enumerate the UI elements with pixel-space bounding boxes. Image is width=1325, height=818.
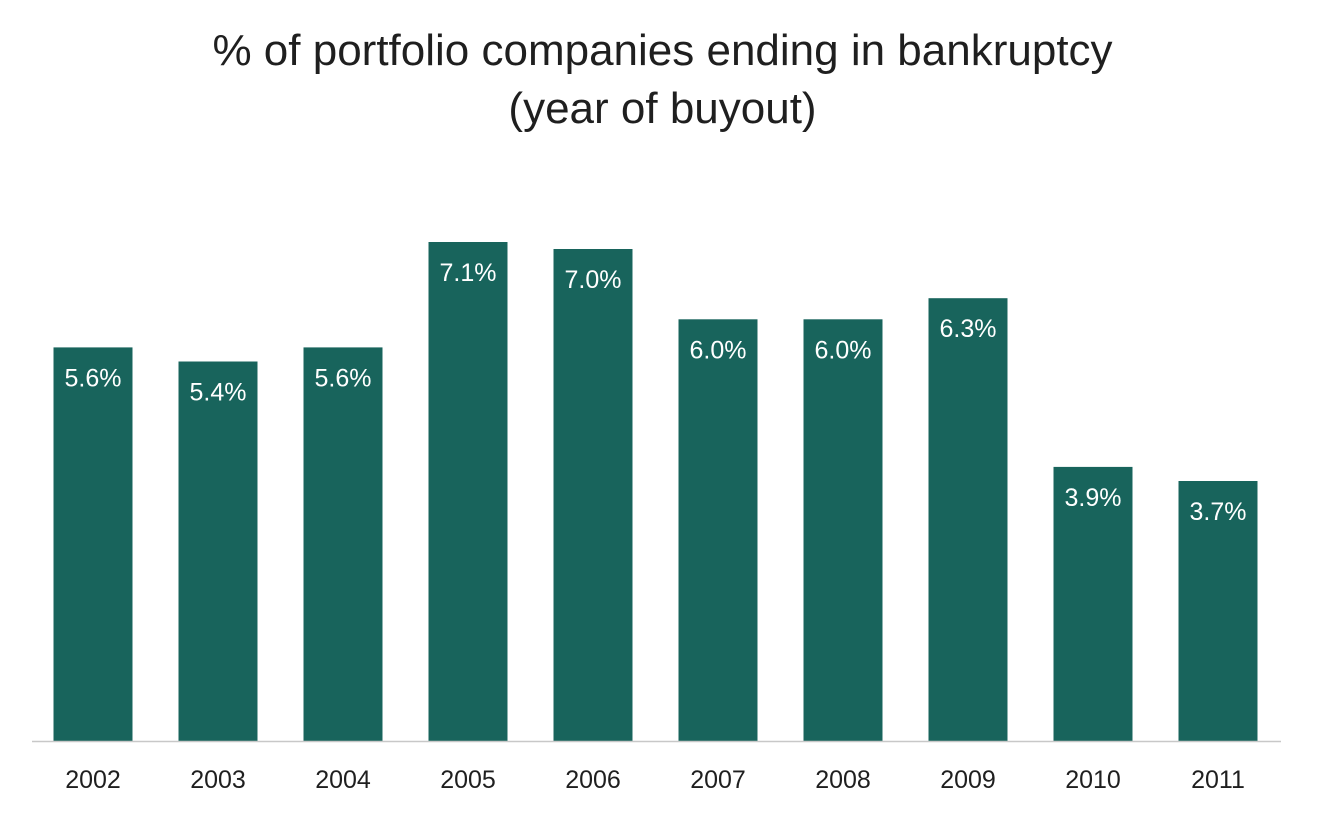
- chart-title: % of portfolio companies ending in bankr…: [0, 22, 1325, 138]
- bar-2004: [303, 347, 383, 741]
- x-tick-label-2009: 2009: [940, 766, 996, 794]
- x-tick-label-2008: 2008: [815, 766, 871, 794]
- x-tick-label-2003: 2003: [190, 766, 246, 794]
- bar-2005: [428, 242, 508, 741]
- x-tick-label-2002: 2002: [65, 766, 121, 794]
- x-tick-label-2010: 2010: [1065, 766, 1121, 794]
- x-tick-label-2004: 2004: [315, 766, 371, 794]
- bar-2010: [1053, 466, 1133, 741]
- data-label-2005: 7.1%: [440, 259, 497, 287]
- bar-2011: [1178, 481, 1258, 741]
- data-label-2006: 7.0%: [565, 266, 622, 294]
- bar-2002: [53, 347, 133, 741]
- data-label-2011: 3.7%: [1190, 498, 1247, 526]
- bar-2006: [553, 249, 633, 741]
- chart-title-line-1: % of portfolio companies ending in bankr…: [212, 26, 1113, 75]
- data-label-2009: 6.3%: [940, 315, 997, 343]
- data-label-2007: 6.0%: [690, 336, 747, 364]
- x-tick-label-2011: 2011: [1191, 766, 1245, 794]
- x-tick-label-2007: 2007: [690, 766, 746, 794]
- x-tick-label-2006: 2006: [565, 766, 621, 794]
- bar-2007: [678, 319, 758, 741]
- x-tick-label-2005: 2005: [440, 766, 496, 794]
- bar-2003: [178, 361, 258, 741]
- chart-title-line-2: (year of buyout): [508, 84, 817, 133]
- data-label-2008: 6.0%: [815, 336, 872, 364]
- data-label-2010: 3.9%: [1065, 484, 1122, 512]
- data-label-2002: 5.6%: [65, 364, 122, 392]
- bar-2008: [803, 319, 883, 741]
- bar-2009: [928, 298, 1008, 741]
- data-label-2004: 5.6%: [315, 364, 372, 392]
- data-label-2003: 5.4%: [190, 379, 247, 407]
